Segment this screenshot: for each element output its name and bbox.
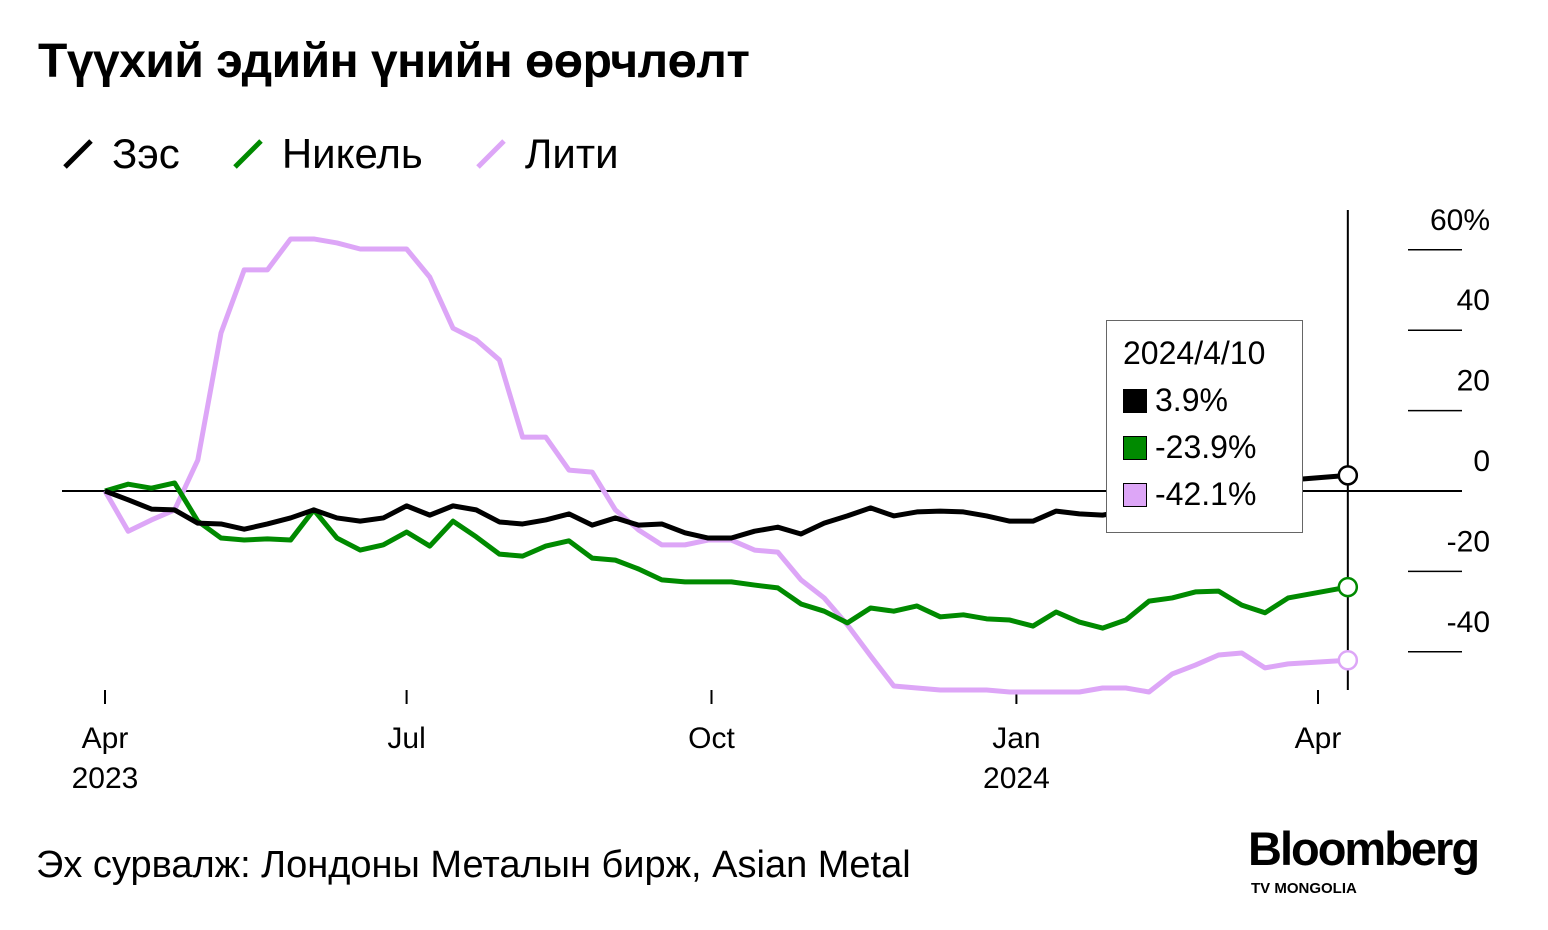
tooltip-date: 2024/4/10 bbox=[1123, 335, 1266, 371]
tooltip-value: -42.1% bbox=[1155, 476, 1257, 512]
legend-item-nickel[interactable]: Никель bbox=[232, 130, 423, 178]
logo-text: Bloomberg bbox=[1248, 822, 1480, 875]
x-tick-label: Jan bbox=[992, 722, 1040, 755]
tooltip-value: 3.9% bbox=[1155, 382, 1228, 418]
tooltip-row-copper: 3.9% bbox=[1123, 382, 1302, 419]
nickel-end-marker bbox=[1337, 576, 1359, 598]
legend-label: Зэс bbox=[112, 130, 180, 177]
x-tick-year-label: 2023 bbox=[72, 762, 139, 795]
tooltip-row-nickel: -23.9% bbox=[1123, 429, 1302, 466]
x-tick-label: Apr bbox=[1295, 722, 1342, 755]
source-note: Эх сурвалж: Лондоны Металын бирж, Asian … bbox=[36, 844, 911, 886]
y-tick-label: 20 bbox=[1457, 365, 1490, 398]
x-tick-label: Apr bbox=[82, 722, 129, 755]
tooltip: 2024/4/10 3.9% -23.9% -42.1% bbox=[1106, 320, 1303, 533]
legend-item-lithium[interactable]: Лити bbox=[475, 130, 619, 178]
copper-end-marker bbox=[1337, 465, 1359, 486]
lithium-swatch-icon bbox=[1123, 482, 1147, 507]
legend: Зэс Никель Лити bbox=[62, 130, 671, 178]
tooltip-value: -23.9% bbox=[1155, 429, 1257, 465]
nickel-series-line bbox=[104, 480, 1349, 631]
tooltip-row-lithium: -42.1% bbox=[1123, 476, 1302, 513]
y-tick-label: -40 bbox=[1447, 606, 1490, 639]
x-tick-year-label: 2024 bbox=[983, 762, 1050, 795]
y-tick-label: 60% bbox=[1430, 204, 1490, 237]
y-tick-label: 0 bbox=[1473, 445, 1490, 478]
chart-title: Түүхий эдийн үнийн өөрчлөлт bbox=[38, 35, 750, 88]
y-tick-label: -20 bbox=[1447, 525, 1490, 558]
lithium-end-marker bbox=[1337, 649, 1359, 671]
logo-subtext: TV MONGOLIA bbox=[1251, 880, 1357, 897]
x-tick-label: Jul bbox=[387, 722, 425, 755]
bloomberg-logo: Bloomberg TV MONGOLIA bbox=[1248, 822, 1480, 898]
legend-label: Лити bbox=[524, 130, 619, 177]
legend-label: Никель bbox=[281, 130, 423, 177]
legend-item-copper[interactable]: Зэс bbox=[62, 130, 180, 178]
x-tick-label: Oct bbox=[688, 722, 735, 755]
nickel-line-icon bbox=[233, 139, 263, 169]
lithium-line-icon bbox=[476, 139, 506, 169]
copper-swatch-icon bbox=[1123, 388, 1147, 413]
nickel-swatch-icon bbox=[1123, 435, 1147, 460]
copper-line-icon bbox=[63, 139, 93, 169]
y-tick-label: 40 bbox=[1457, 284, 1490, 317]
